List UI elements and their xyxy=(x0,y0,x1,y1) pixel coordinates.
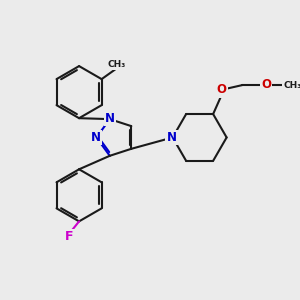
Text: CH₃: CH₃ xyxy=(108,60,126,69)
Text: O: O xyxy=(217,83,227,97)
Text: N: N xyxy=(105,112,115,125)
Text: N: N xyxy=(167,131,177,144)
Text: F: F xyxy=(65,230,74,243)
Text: O: O xyxy=(261,78,271,91)
Text: CH₃: CH₃ xyxy=(283,81,300,90)
Text: N: N xyxy=(91,131,100,144)
